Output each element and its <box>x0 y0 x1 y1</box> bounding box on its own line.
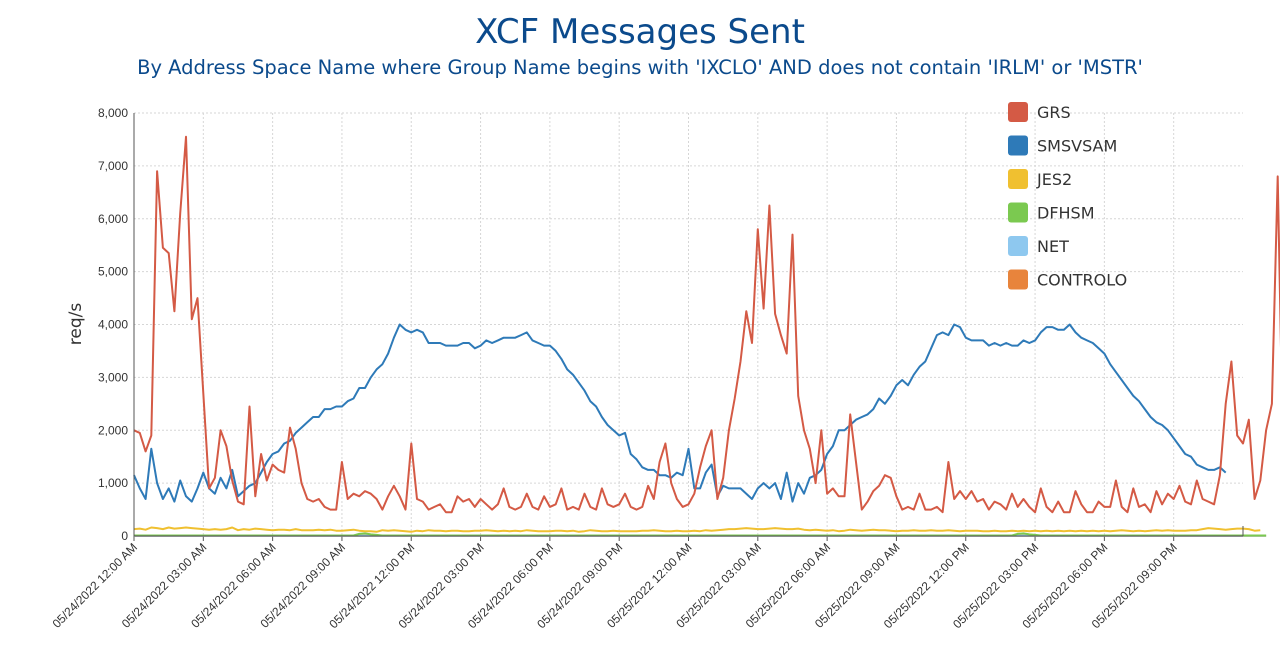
legend-swatch-smsvsam <box>1008 135 1028 156</box>
legend-swatch-grs <box>1008 102 1028 122</box>
axes <box>133 113 1244 537</box>
legend-swatch-controlo <box>1008 269 1028 290</box>
chart-subtitle: By Address Space Name where Group Name b… <box>137 56 1143 79</box>
legend-swatch-jes2 <box>1008 169 1028 189</box>
y-tick-label: 3,000 <box>98 370 128 384</box>
y-tick-label: 0 <box>121 529 128 543</box>
legend-label-dfhsm: DFHSM <box>1037 204 1095 223</box>
chart-title: XCF Messages Sent <box>475 12 805 52</box>
y-tick-label: 8,000 <box>98 106 128 120</box>
y-tick-label: 6,000 <box>98 212 128 226</box>
y-axis-ticks: 0 1,000 2,000 3,000 4,000 5,000 6,000 7,000 8,00… <box>98 106 128 543</box>
y-tick-label: 7,000 <box>98 159 128 173</box>
series-line-grs <box>133 135 1280 514</box>
legend-label-jes2: JES2 <box>1036 170 1072 189</box>
legend: GRS SMSVSAM JES2 DFHSM NET CONTROLO <box>1008 102 1127 290</box>
y-axis-label: req/s <box>66 303 86 346</box>
y-tick-label: 4,000 <box>98 318 128 332</box>
series-line-smsvsam <box>133 323 1227 503</box>
y-tick-label: 1,000 <box>98 476 128 490</box>
legend-label-controlo: CONTROLO <box>1037 271 1127 290</box>
legend-swatch-dfhsm <box>1008 202 1028 223</box>
series-line-dfhsm <box>134 532 1267 537</box>
series-lines <box>133 135 1280 537</box>
legend-label-grs: GRS <box>1037 103 1071 122</box>
y-tick-label: 2,000 <box>98 423 128 437</box>
series-line-jes2 <box>133 526 1261 533</box>
legend-label-smsvsam: SMSVSAM <box>1037 137 1117 156</box>
legend-swatch-net <box>1008 236 1028 256</box>
y-tick-label: 5,000 <box>98 265 128 279</box>
legend-label-net: NET <box>1037 237 1069 256</box>
